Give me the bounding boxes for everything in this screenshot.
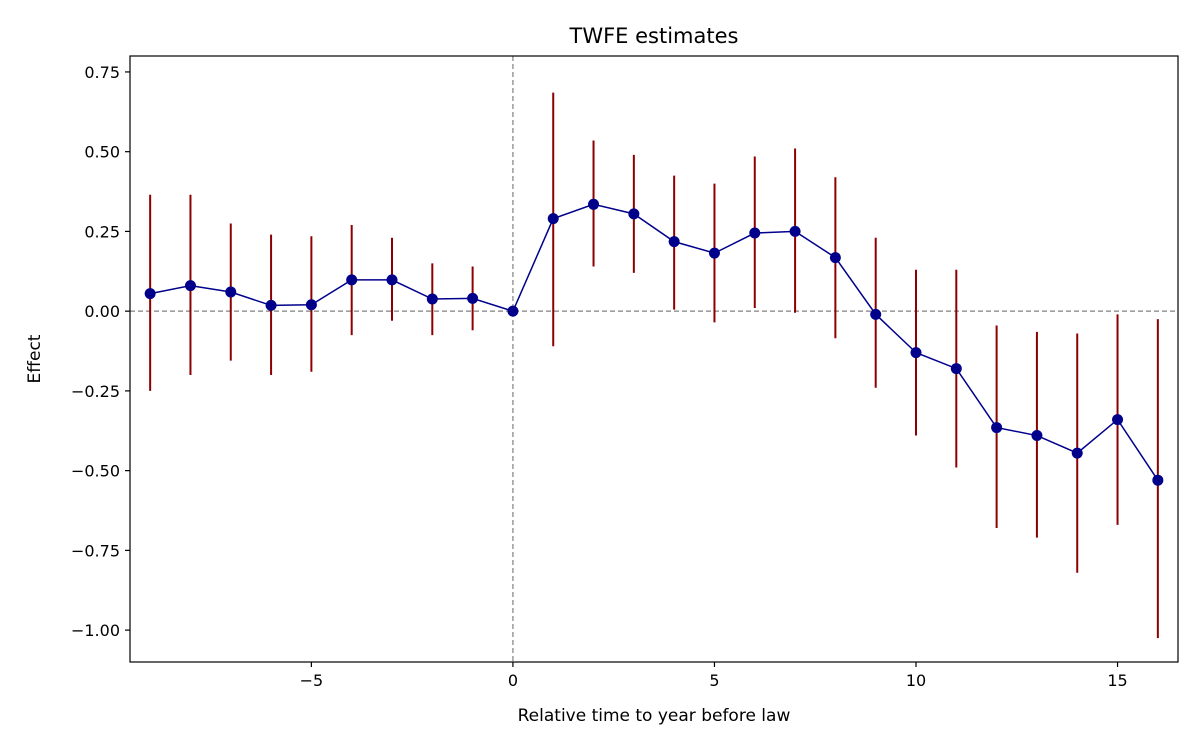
- y-tick-label: −0.50: [71, 462, 120, 481]
- estimate-point: [829, 252, 841, 264]
- estimate-point: [144, 288, 156, 300]
- estimate-point: [910, 347, 922, 359]
- x-tick-label: 5: [709, 671, 719, 690]
- estimate-point: [1152, 474, 1164, 486]
- x-tick-label: 10: [906, 671, 926, 690]
- estimate-point: [467, 292, 479, 304]
- estimate-point: [305, 299, 317, 311]
- plot-frame: [129, 55, 1179, 663]
- estimate-point: [547, 213, 559, 225]
- x-tick-label: 15: [1107, 671, 1127, 690]
- y-tick-label: −1.00: [71, 621, 120, 640]
- y-tick-label: −0.75: [71, 541, 120, 560]
- y-tick-label: 0.00: [84, 302, 120, 321]
- estimate-point: [1071, 447, 1083, 459]
- x-tick-label: −5: [300, 671, 324, 690]
- estimate-point: [426, 293, 438, 305]
- x-axis-label: Relative time to year before law: [518, 706, 791, 726]
- estimate-point: [386, 274, 398, 286]
- estimate-line: [150, 203, 1159, 481]
- estimate-point: [1031, 430, 1043, 442]
- estimate-point: [668, 236, 680, 248]
- estimate-point: [789, 225, 801, 237]
- estimate-point: [870, 308, 882, 320]
- estimate-point: [950, 363, 962, 375]
- y-axis-label: Effect: [25, 334, 45, 383]
- estimate-point: [991, 422, 1003, 434]
- estimate-point: [265, 299, 277, 311]
- estimate-point: [588, 198, 600, 210]
- estimate-point: [749, 227, 761, 239]
- y-tick-label: 0.75: [84, 63, 120, 82]
- y-tick-label: 0.25: [84, 222, 120, 241]
- estimate-point: [628, 208, 640, 220]
- x-tick-label: 0: [508, 671, 518, 690]
- plot-area: [130, 56, 1178, 662]
- chart-title: TWFE estimates: [569, 24, 739, 48]
- estimate-point: [225, 286, 237, 298]
- estimate-point: [507, 305, 519, 317]
- estimate-point: [184, 280, 196, 292]
- estimate-point: [1112, 414, 1124, 426]
- estimate-point: [346, 274, 358, 286]
- estimate-point: [708, 247, 720, 259]
- y-tick-label: 0.50: [84, 143, 120, 162]
- y-tick-label: −0.25: [71, 382, 120, 401]
